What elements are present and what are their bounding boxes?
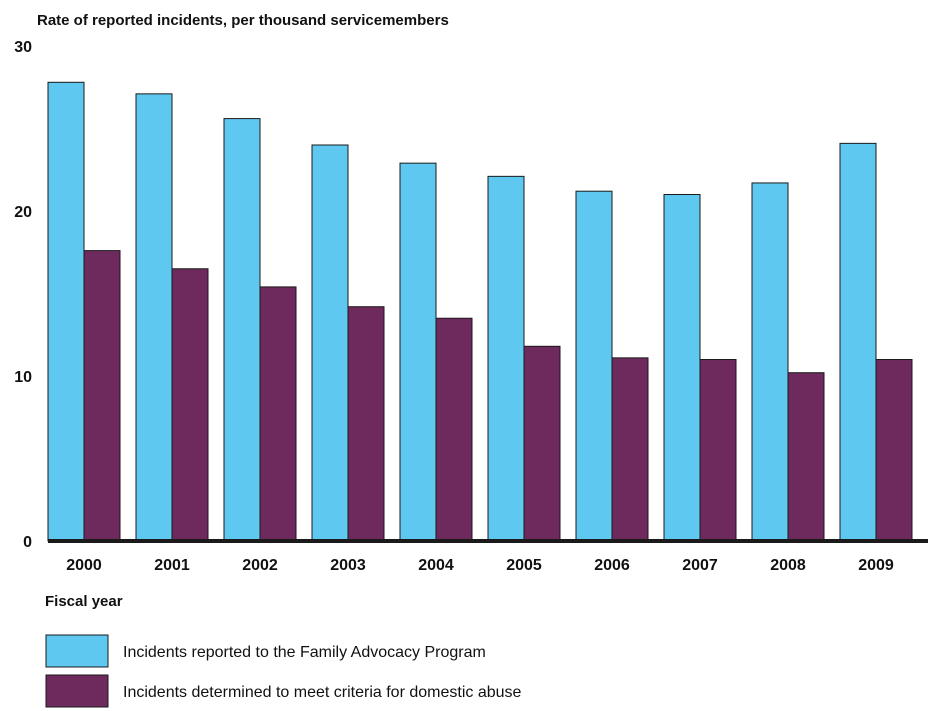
bar-series-1-2007 [663, 194, 701, 542]
y-tick-label: 20 [14, 204, 32, 221]
bar-series-1-2008 [751, 182, 789, 542]
bar-series-2-2007 [699, 359, 737, 542]
bar-series-2-2001 [171, 268, 209, 542]
x-tick-label: 2000 [66, 557, 102, 574]
y-tick-label: 10 [14, 369, 32, 386]
legend-label: Incidents reported to the Family Advocac… [123, 644, 486, 661]
bar-series-2-2002 [259, 286, 297, 542]
x-tick-label: 2004 [418, 557, 454, 574]
bar-series-1-2009 [839, 142, 877, 542]
bar-series-1-2006 [575, 190, 613, 542]
legend: Incidents reported to the Family Advocac… [45, 634, 522, 708]
x-tick-label: 2003 [330, 557, 366, 574]
bar-series-2-2003 [347, 306, 385, 542]
bar-series-2-2009 [875, 359, 913, 542]
bar-series-2-2000 [83, 250, 121, 542]
y-axis-ticks: 0 10 20 30 [14, 39, 32, 551]
bar-series-1-2000 [47, 81, 85, 542]
legend-swatch [45, 674, 109, 708]
bar-series-1-2004 [399, 162, 437, 542]
bar-series-2-2004 [435, 317, 473, 542]
x-tick-label: 2008 [770, 557, 806, 574]
y-tick-label: 30 [14, 39, 32, 56]
x-axis-label: Fiscal year [45, 593, 123, 610]
bar-series-2-2005 [523, 345, 561, 542]
legend-swatch [45, 634, 109, 668]
x-tick-label: 2005 [506, 557, 542, 574]
x-tick-label: 2002 [242, 557, 278, 574]
y-axis-label: Rate of reported incidents, per thousand… [37, 12, 449, 29]
x-axis-ticks: 2000 2001 2002 2003 2004 2005 2006 2007 2008 2009 [66, 557, 894, 574]
x-tick-label: 2007 [682, 557, 718, 574]
bars [47, 81, 913, 542]
bar-series-2-2006 [611, 357, 649, 542]
x-tick-label: 2001 [154, 557, 190, 574]
x-tick-label: 2006 [594, 557, 630, 574]
bar-series-2-2008 [787, 372, 825, 542]
x-tick-label: 2009 [858, 557, 894, 574]
legend-label: Incidents determined to meet criteria fo… [123, 684, 522, 701]
bar-series-1-2005 [487, 175, 525, 542]
bar-series-1-2003 [311, 144, 349, 542]
bar-series-1-2002 [223, 118, 261, 542]
bar-series-1-2001 [135, 93, 173, 542]
y-tick-label: 0 [23, 534, 32, 551]
